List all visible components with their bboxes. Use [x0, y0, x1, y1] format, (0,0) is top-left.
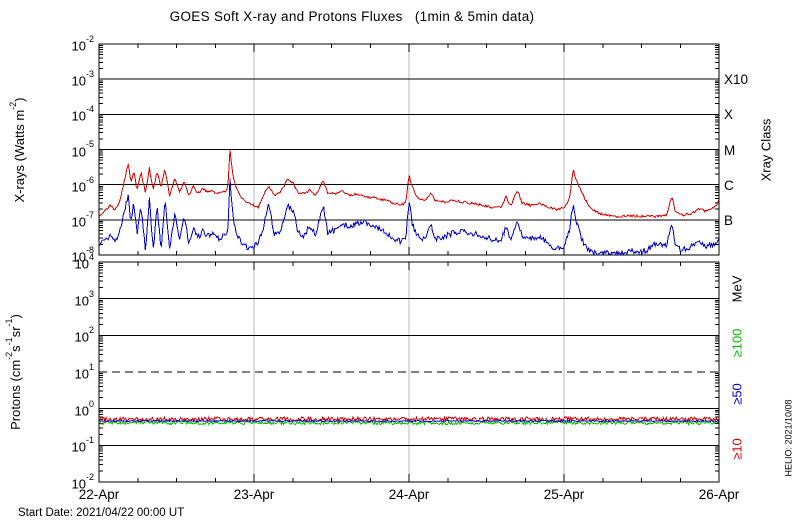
xray-class-tick: B: [724, 212, 734, 228]
proton-energy-label: ≥50: [729, 383, 745, 405]
helio-watermark: HELIO: 2021/10/08: [783, 399, 794, 477]
x-tick-label: 26-Apr: [698, 487, 740, 502]
y-tick-label: 10-2: [71, 33, 94, 54]
y-tick-label: 101: [74, 361, 94, 382]
y-tick-label: 100: [74, 398, 94, 418]
xray-class-tick: X: [724, 107, 734, 123]
x-tick-label: 23-Apr: [233, 487, 275, 502]
proton-energy-label: ≥10: [729, 438, 745, 460]
xray-long-series: [99, 149, 719, 219]
y-tick-label: 10-2: [71, 471, 94, 492]
mev-axis-label: MeV: [729, 275, 745, 303]
proton-series-1: [99, 419, 719, 427]
xray-short-series: [99, 178, 719, 255]
y-tick-label: 104: [74, 251, 94, 272]
y-tick-label: 10-4: [71, 104, 94, 124]
x-tick-label: 24-Apr: [388, 487, 430, 502]
proton-series-2: [99, 419, 719, 423]
xray-class-axis-label: Xray Class: [758, 118, 774, 182]
y-tick-label: 10-8: [71, 244, 94, 265]
y-tick-label: 10-6: [71, 174, 94, 194]
chart-title: GOES Soft X-ray and Protons Fluxes (1min…: [169, 9, 535, 24]
y-tick-label: 102: [74, 325, 94, 345]
y-tick-label: 10-5: [71, 139, 94, 159]
x-tick-label: 22-Apr: [78, 487, 120, 502]
y-tick-label: 103: [74, 288, 94, 308]
xray-class-tick: M: [724, 142, 736, 158]
start-date-label: Start Date: 2021/04/22 00:00 UT: [18, 507, 185, 519]
proton-series-0: [99, 415, 719, 423]
y-tick-label: 10-7: [71, 209, 94, 230]
y-tick-label: 10-1: [71, 435, 94, 455]
xray-class-tick: C: [724, 177, 734, 193]
y-tick-label: 10-3: [71, 69, 94, 89]
proton-energy-label: ≥100: [729, 329, 745, 358]
xray-class-tick: X10: [724, 72, 749, 88]
x-tick-label: 25-Apr: [543, 487, 585, 502]
